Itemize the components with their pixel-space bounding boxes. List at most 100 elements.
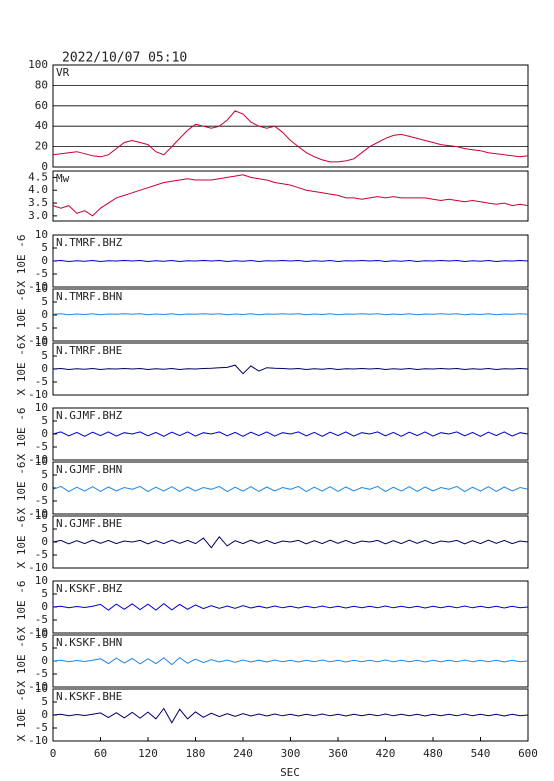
y-tick-label: 10 [35, 509, 48, 522]
y-tick-label: -10 [28, 453, 48, 466]
series-label: N.TMRF.BHE [56, 344, 122, 357]
y-tick-label: 0 [41, 654, 48, 667]
y-tick-label: -5 [35, 321, 48, 334]
y-tick-label: 5 [41, 587, 48, 600]
series-label: N.KSKF.BHN [56, 636, 122, 649]
x-tick-label: 120 [138, 747, 158, 760]
y-tick-label: 40 [35, 119, 48, 132]
y-tick-label: 5 [41, 241, 48, 254]
y-axis-label: X 10E -6 [15, 581, 28, 634]
series-line [52, 707, 529, 724]
y-tick-label: 4.5 [28, 170, 48, 183]
y-tick-label: 5 [41, 641, 48, 654]
y-tick-label: 0 [41, 427, 48, 440]
y-tick-label: 60 [35, 99, 48, 112]
y-axis-label: X 10E -6 [15, 408, 28, 461]
y-tick-label: 3.5 [28, 196, 48, 209]
y-tick-label: 3.0 [28, 209, 48, 222]
series-label: Mw [56, 172, 70, 185]
x-tick-label: 240 [233, 747, 253, 760]
y-tick-label: -5 [35, 613, 48, 626]
y-tick-label: 20 [35, 140, 48, 153]
y-tick-label: -10 [28, 334, 48, 347]
y-axis-label: X 10E -6 [15, 516, 28, 569]
y-tick-label: 10 [35, 682, 48, 695]
y-tick-label: 10 [35, 574, 48, 587]
series-label: N.TMRF.BHN [56, 290, 122, 303]
x-tick-label: 0 [50, 747, 57, 760]
y-tick-label: -10 [28, 626, 48, 639]
x-tick-label: 360 [328, 747, 348, 760]
y-tick-label: 10 [35, 336, 48, 349]
y-tick-label: 0 [41, 308, 48, 321]
y-tick-label: 100 [28, 58, 48, 71]
y-axis-label: X 10E -6 [15, 343, 28, 396]
series-line [52, 485, 529, 493]
chart-title: 2022/10/07 05:10 [62, 51, 187, 66]
series-line [52, 431, 529, 437]
y-tick-label: -5 [35, 494, 48, 507]
y-tick-label: -10 [28, 388, 48, 401]
series-line [52, 364, 529, 375]
y-tick-label: -5 [35, 667, 48, 680]
panel-frame [52, 580, 529, 634]
y-tick-label: -5 [35, 721, 48, 734]
panel-frame [52, 634, 529, 688]
panel-frame [52, 64, 529, 168]
series-line [52, 313, 529, 316]
y-tick-label: 10 [35, 455, 48, 468]
y-axis-label: X 10E -6 [15, 689, 28, 742]
y-tick-label: 10 [35, 628, 48, 641]
x-tick-label: 540 [471, 747, 491, 760]
y-axis-label: X 10E -6 [15, 462, 28, 515]
series-label: N.KSKF.BHZ [56, 582, 123, 595]
y-tick-label: 5 [41, 414, 48, 427]
y-tick-label: 5 [41, 695, 48, 708]
y-tick-label: -10 [28, 280, 48, 293]
series-label: N.GJMF.BHZ [56, 409, 123, 422]
series-line [52, 259, 529, 263]
x-tick-label: 300 [281, 747, 301, 760]
y-tick-label: 10 [35, 282, 48, 295]
y-tick-label: -10 [28, 734, 48, 747]
y-tick-label: -10 [28, 561, 48, 574]
y-tick-label: -10 [28, 680, 48, 693]
series-line [52, 110, 529, 163]
series-label: VR [56, 66, 70, 79]
y-tick-label: 0 [41, 362, 48, 375]
y-tick-label: 10 [35, 401, 48, 414]
y-tick-label: 80 [35, 78, 48, 91]
series-label: N.GJMF.BHE [56, 517, 122, 530]
x-tick-label: 60 [94, 747, 107, 760]
x-tick-label: 480 [423, 747, 443, 760]
panel-frame [52, 170, 529, 222]
y-tick-label: 0 [41, 160, 48, 173]
panel-frame [52, 688, 529, 742]
y-tick-label: -5 [35, 267, 48, 280]
y-tick-label: 0 [41, 600, 48, 613]
y-tick-label: 5 [41, 468, 48, 481]
y-tick-label: 10 [35, 228, 48, 241]
y-axis-label: X 10E -6 [15, 635, 28, 688]
series-line [52, 535, 529, 549]
y-tick-label: 0 [41, 481, 48, 494]
y-tick-label: -10 [28, 507, 48, 520]
y-tick-label: 0 [41, 535, 48, 548]
series-label: N.GJMF.BHN [56, 463, 122, 476]
x-axis-label: SEC [280, 766, 300, 779]
y-tick-label: -5 [35, 548, 48, 561]
series-line [52, 602, 529, 611]
y-axis-label: X 10E -6 [15, 235, 28, 288]
y-tick-label: -5 [35, 440, 48, 453]
y-tick-label: -5 [35, 375, 48, 388]
series-line [52, 656, 529, 666]
y-tick-label: 0 [41, 708, 48, 721]
series-label: N.TMRF.BHZ [56, 236, 123, 249]
series-label: N.KSKF.BHE [56, 690, 122, 703]
x-tick-label: 600 [518, 747, 538, 760]
y-tick-label: 5 [41, 522, 48, 535]
y-tick-label: 5 [41, 349, 48, 362]
y-tick-label: 0 [41, 254, 48, 267]
y-tick-label: 5 [41, 295, 48, 308]
